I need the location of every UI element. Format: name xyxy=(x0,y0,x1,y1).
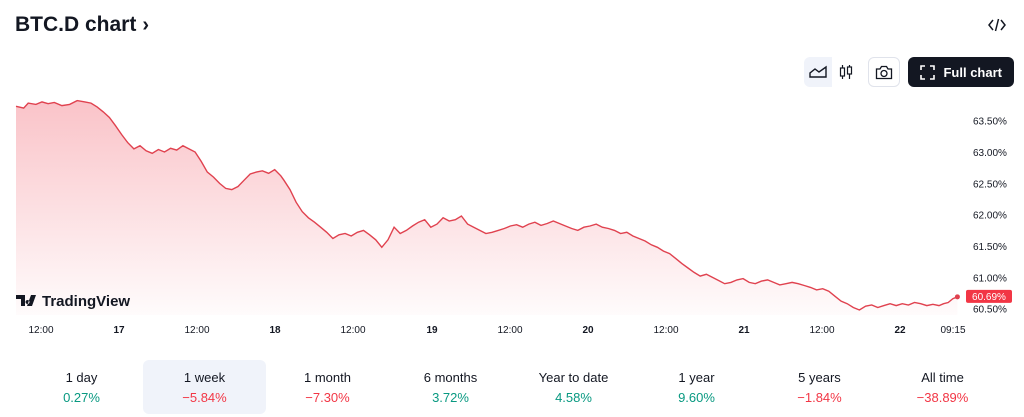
full-chart-button[interactable]: Full chart xyxy=(908,57,1014,87)
price-chart[interactable]: 63.50% 63.00% 62.50% 62.00% 61.50% 61.00% 60.5… xyxy=(0,95,1024,345)
chart-price-line xyxy=(15,99,958,311)
period-option[interactable]: Year to date 4.58% xyxy=(512,360,635,414)
x-axis: 12:00 17 12:00 18 12:00 19 12:00 20 12:00 21 12:00… xyxy=(28,325,965,336)
x-tick-label: 21 xyxy=(738,325,750,336)
y-tick-label: 60.50% xyxy=(973,305,1007,316)
period-change-value: 3.72% xyxy=(432,389,469,405)
period-label: 1 month xyxy=(304,369,351,385)
tradingview-logo-text: TradingView xyxy=(42,293,130,310)
y-tick-label: 61.50% xyxy=(973,242,1007,253)
period-change-value: 9.60% xyxy=(678,389,715,405)
period-change-value: 0.27% xyxy=(63,389,100,405)
period-label: 1 year xyxy=(678,369,715,385)
x-tick-label: 12:00 xyxy=(809,325,834,336)
period-option[interactable]: 5 years −1.84% xyxy=(758,360,881,414)
period-option[interactable]: 6 months 3.72% xyxy=(389,360,512,414)
x-tick-label: 19 xyxy=(426,325,438,336)
chevron-right-icon: › xyxy=(142,13,150,36)
period-option[interactable]: 1 month −7.30% xyxy=(266,360,389,414)
period-option[interactable]: 1 year 9.60% xyxy=(635,360,758,414)
page-title: BTC.D chart xyxy=(15,13,137,36)
period-label: 5 years xyxy=(798,369,841,385)
chart-area-fill xyxy=(16,100,958,315)
tradingview-logo-icon xyxy=(16,295,36,306)
y-tick-label: 62.50% xyxy=(973,179,1007,190)
period-change-value: −7.30% xyxy=(305,389,350,405)
x-tick-label: 12:00 xyxy=(28,325,53,336)
x-tick-label: 12:00 xyxy=(653,325,678,336)
y-tick-label: 61.00% xyxy=(973,273,1007,284)
period-option[interactable]: 1 week −5.84% xyxy=(143,360,266,414)
area-chart-icon xyxy=(809,65,828,78)
chart-toolbar: Full chart xyxy=(804,57,1014,87)
period-option[interactable]: All time −38.89% xyxy=(881,360,1004,414)
x-tick-label: 20 xyxy=(582,325,594,336)
x-tick-label: 09:15 xyxy=(940,325,965,336)
x-tick-label: 22 xyxy=(894,325,906,336)
y-tick-label: 63.00% xyxy=(973,148,1007,159)
period-label: 1 day xyxy=(65,369,98,385)
y-tick-label: 63.50% xyxy=(973,117,1007,128)
screenshot-button[interactable] xyxy=(868,57,901,87)
x-tick-label: 12:00 xyxy=(497,325,522,336)
period-change-value: −5.84% xyxy=(182,389,227,405)
period-change-value: −1.84% xyxy=(797,389,842,405)
x-tick-label: 12:00 xyxy=(184,325,209,336)
full-chart-label: Full chart xyxy=(943,64,1002,80)
y-tick-label: 62.00% xyxy=(973,211,1007,222)
area-chart-button[interactable] xyxy=(804,57,833,87)
period-selector: 1 day 0.27% 1 week −5.84% 1 month −7.30% 6 mon… xyxy=(20,360,1004,414)
code-icon xyxy=(988,18,1006,32)
x-tick-label: 18 xyxy=(269,325,281,336)
period-option[interactable]: 1 day 0.27% xyxy=(20,360,143,414)
period-label: 6 months xyxy=(423,369,478,385)
current-price-badge xyxy=(966,289,1012,303)
chart-title-link[interactable]: BTC.D chart › xyxy=(15,13,149,37)
embed-code-button[interactable] xyxy=(986,14,1008,36)
candles-icon xyxy=(840,65,853,79)
current-price-text: 60.69% xyxy=(972,292,1006,303)
period-label: 1 week xyxy=(183,369,226,385)
period-change-value: −38.89% xyxy=(916,389,969,405)
current-price-label: 60.69% xyxy=(954,289,1012,303)
x-tick-label: 17 xyxy=(113,325,125,336)
period-label: All time xyxy=(921,369,964,385)
candles-chart-button[interactable] xyxy=(832,57,861,87)
period-label: Year to date xyxy=(538,369,609,385)
chart-style-toggle xyxy=(804,57,861,87)
y-axis: 63.50% 63.00% 62.50% 62.00% 61.50% 61.00% 60.5… xyxy=(973,117,1007,316)
tradingview-logo: TradingView xyxy=(16,293,130,310)
period-change-value: 4.58% xyxy=(555,389,592,405)
camera-icon xyxy=(876,65,893,79)
current-price-dot xyxy=(954,294,960,300)
x-tick-label: 12:00 xyxy=(340,325,365,336)
fullscreen-icon xyxy=(920,64,936,80)
